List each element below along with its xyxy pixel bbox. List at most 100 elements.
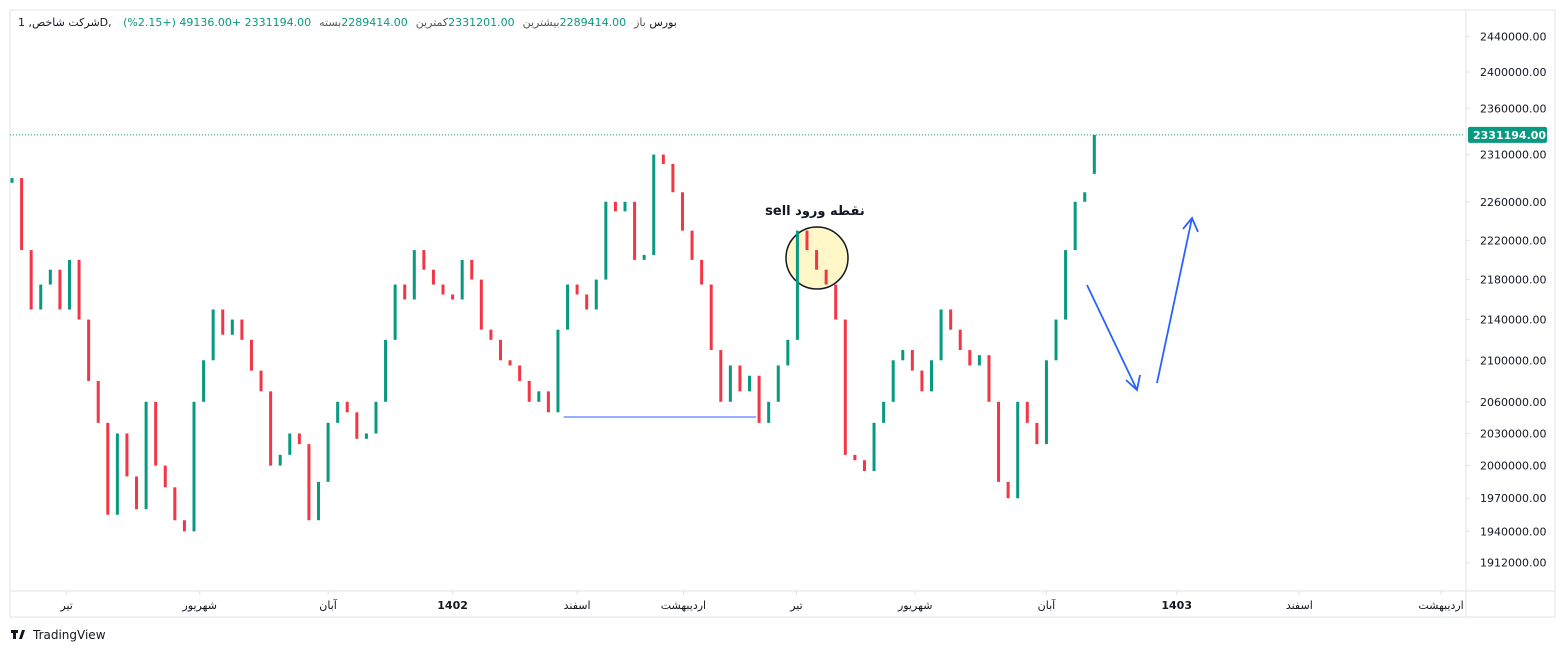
- y-tick-label: 2220000.00: [1480, 234, 1546, 247]
- candle-body: [336, 401, 340, 423]
- candle-body: [441, 284, 445, 295]
- x-tick-label: تیر: [789, 599, 802, 612]
- candle-body: [29, 250, 33, 310]
- candle-body: [479, 279, 483, 330]
- y-tick-label: 2310000.00: [1480, 149, 1546, 162]
- candle-body: [288, 433, 292, 455]
- candle-body: [700, 259, 704, 285]
- candle-body: [202, 360, 206, 402]
- candle-body: [259, 370, 263, 392]
- brand: TradingView: [32, 628, 106, 642]
- candle-body: [307, 444, 311, 521]
- last-price-tag: [1468, 126, 1547, 143]
- candle-body: [278, 454, 282, 466]
- candle-body: [776, 365, 780, 402]
- candle-body: [221, 309, 225, 335]
- x-tick-label: اردیبهشت: [1418, 599, 1463, 612]
- arrow-up: [1156, 216, 1199, 384]
- y-tick-label: 1912000.00: [1480, 557, 1546, 570]
- candle-body: [748, 375, 752, 392]
- candle-body: [1035, 422, 1039, 445]
- candle-body: [968, 350, 972, 366]
- candle-body: [317, 481, 321, 521]
- candle-body: [1006, 481, 1010, 499]
- candle-body: [460, 259, 464, 300]
- candle-body: [96, 380, 100, 423]
- candle-body: [930, 360, 934, 392]
- candle-body: [240, 319, 244, 340]
- candle-body: [546, 391, 550, 413]
- candle-body: [920, 370, 924, 392]
- y-tick-label: 1940000.00: [1480, 525, 1546, 538]
- candle-body: [135, 476, 139, 510]
- candle-body: [1054, 319, 1058, 361]
- field-label: کمترین: [415, 16, 449, 29]
- x-tick-label: شهریور: [182, 599, 217, 612]
- candle-body: [556, 329, 560, 413]
- candle-body: [862, 460, 866, 472]
- candle-body: [843, 319, 847, 455]
- candle-body: [537, 391, 541, 402]
- candle-body: [977, 355, 981, 366]
- candle-body: [680, 192, 684, 231]
- x-tick-label: اردیبهشت: [661, 599, 706, 612]
- symbol: شرکت شاخص, 1D, بورس: [18, 16, 677, 29]
- candle-body: [393, 284, 397, 340]
- ohlc-fields: باز2289414.00بیشترین2331201.00کمترین2289…: [245, 16, 646, 29]
- candle-body: [613, 201, 617, 212]
- candle-body: [633, 201, 637, 260]
- candle-body: [786, 339, 790, 366]
- candle-body: [767, 401, 771, 423]
- candle-body: [1025, 401, 1029, 423]
- candle-body: [182, 520, 186, 532]
- candle-body: [77, 259, 81, 320]
- candle-body: [431, 269, 435, 285]
- candle-body: [48, 269, 52, 285]
- y-tick-label: 2000000.00: [1480, 460, 1546, 473]
- candle-body: [690, 230, 694, 260]
- candle-body: [997, 401, 1001, 482]
- candle-body: [872, 422, 876, 472]
- candle-body: [67, 259, 71, 310]
- candle-body: [192, 401, 196, 532]
- candle-body: [1016, 401, 1020, 499]
- x-tick-label: تیر: [59, 599, 72, 612]
- candle-body: [575, 284, 579, 295]
- candle-body: [508, 360, 512, 366]
- candle-body: [566, 284, 570, 330]
- candle-body: [58, 269, 62, 310]
- last-price-label: 2331194.00: [1473, 129, 1546, 142]
- candle-body: [661, 154, 665, 164]
- candle-body: [144, 401, 148, 510]
- candle-body: [604, 201, 608, 280]
- field-value: 2289414.00: [559, 16, 627, 29]
- candle-body: [728, 365, 732, 402]
- change: +49136.00 (+2.15%): [123, 16, 242, 29]
- candle-body: [20, 178, 24, 251]
- candle-body: [815, 250, 819, 270]
- arrow-down: [1086, 284, 1141, 392]
- x-tick-label: اسفند: [564, 599, 591, 612]
- field-value: 2331201.00: [448, 16, 515, 29]
- logo: [11, 630, 25, 639]
- candle-body: [757, 375, 761, 423]
- candle-body: [623, 201, 627, 212]
- candle-body: [403, 284, 407, 300]
- candle-body: [642, 254, 646, 260]
- candle-body: [795, 230, 799, 340]
- candle-body: [1092, 134, 1096, 174]
- y-tick-label: 2060000.00: [1480, 396, 1546, 409]
- candle-body: [824, 269, 828, 285]
- candle-body: [163, 465, 167, 488]
- candle-body: [451, 294, 455, 300]
- candle-body: [498, 339, 502, 361]
- candle-body: [738, 365, 742, 392]
- candle-body: [39, 284, 43, 310]
- candle-body: [901, 350, 905, 361]
- field-label: بیشترین: [522, 16, 560, 29]
- candle-body: [297, 433, 301, 445]
- candle-body: [910, 350, 914, 371]
- x-tick-label: آبان: [319, 598, 337, 612]
